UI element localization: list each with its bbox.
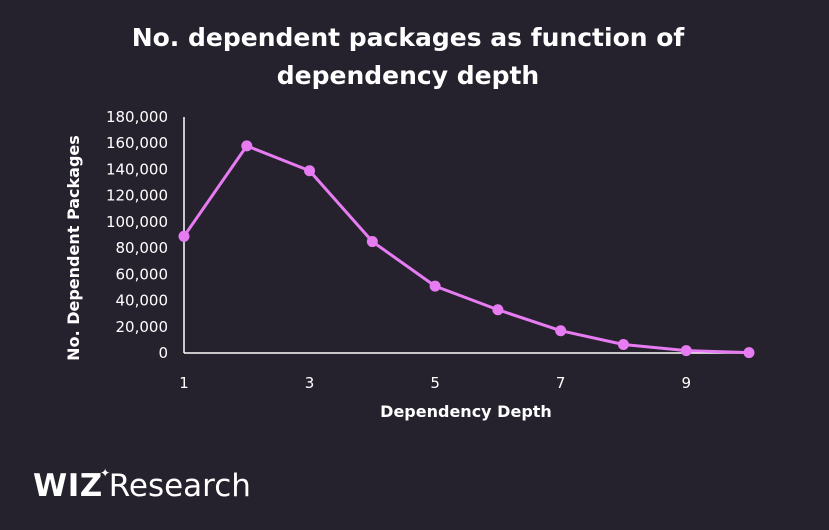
data-point (680, 345, 692, 357)
logo-word: WIZ (33, 468, 103, 504)
y-tick-label: 20,000 (116, 318, 169, 336)
y-tick-label: 60,000 (116, 265, 169, 283)
x-tick-label: 3 (305, 374, 315, 392)
y-tick-label: 0 (158, 344, 168, 362)
x-tick-label: 1 (179, 374, 189, 392)
x-tick-label: 7 (556, 374, 566, 392)
y-axis-label: No. Dependent Packages (64, 135, 83, 361)
wiz-research-logo: WIZ ✦ Research (33, 466, 251, 512)
chart-title-line: dependency depth (277, 61, 539, 90)
y-axis-ticks: 0 20,000 40,000 60,000 80,000 100,000 120,000 1… (106, 108, 168, 362)
data-point (617, 338, 629, 350)
data-point (241, 140, 253, 152)
y-tick-label: 100,000 (106, 213, 168, 231)
series-line (182, 144, 750, 355)
x-axis-ticks: 1 3 5 7 9 (179, 374, 691, 392)
logo-wordmark: WIZ ✦ (33, 466, 110, 504)
logo-suffix: Research (108, 468, 251, 504)
data-point (304, 165, 316, 177)
y-tick-label: 40,000 (116, 292, 169, 310)
y-tick-label: 160,000 (106, 134, 168, 152)
y-tick-label: 80,000 (116, 239, 169, 257)
data-point (178, 230, 190, 242)
data-point (429, 280, 441, 292)
y-tick-label: 120,000 (106, 187, 168, 205)
x-axis-label: Dependency Depth (380, 402, 552, 421)
data-point (743, 347, 755, 359)
x-tick-label: 9 (681, 374, 691, 392)
data-point (555, 325, 567, 337)
series-group (178, 140, 755, 359)
y-tick-label: 140,000 (106, 160, 168, 178)
chart-title: No. dependent packages as function of dep… (132, 23, 686, 90)
x-tick-label: 5 (430, 374, 440, 392)
y-tick-label: 180,000 (106, 108, 168, 126)
sparkle-icon: ✦ (100, 466, 111, 480)
data-point (366, 236, 378, 248)
data-point (492, 304, 504, 316)
chart-title-line: No. dependent packages as function of (132, 23, 686, 52)
